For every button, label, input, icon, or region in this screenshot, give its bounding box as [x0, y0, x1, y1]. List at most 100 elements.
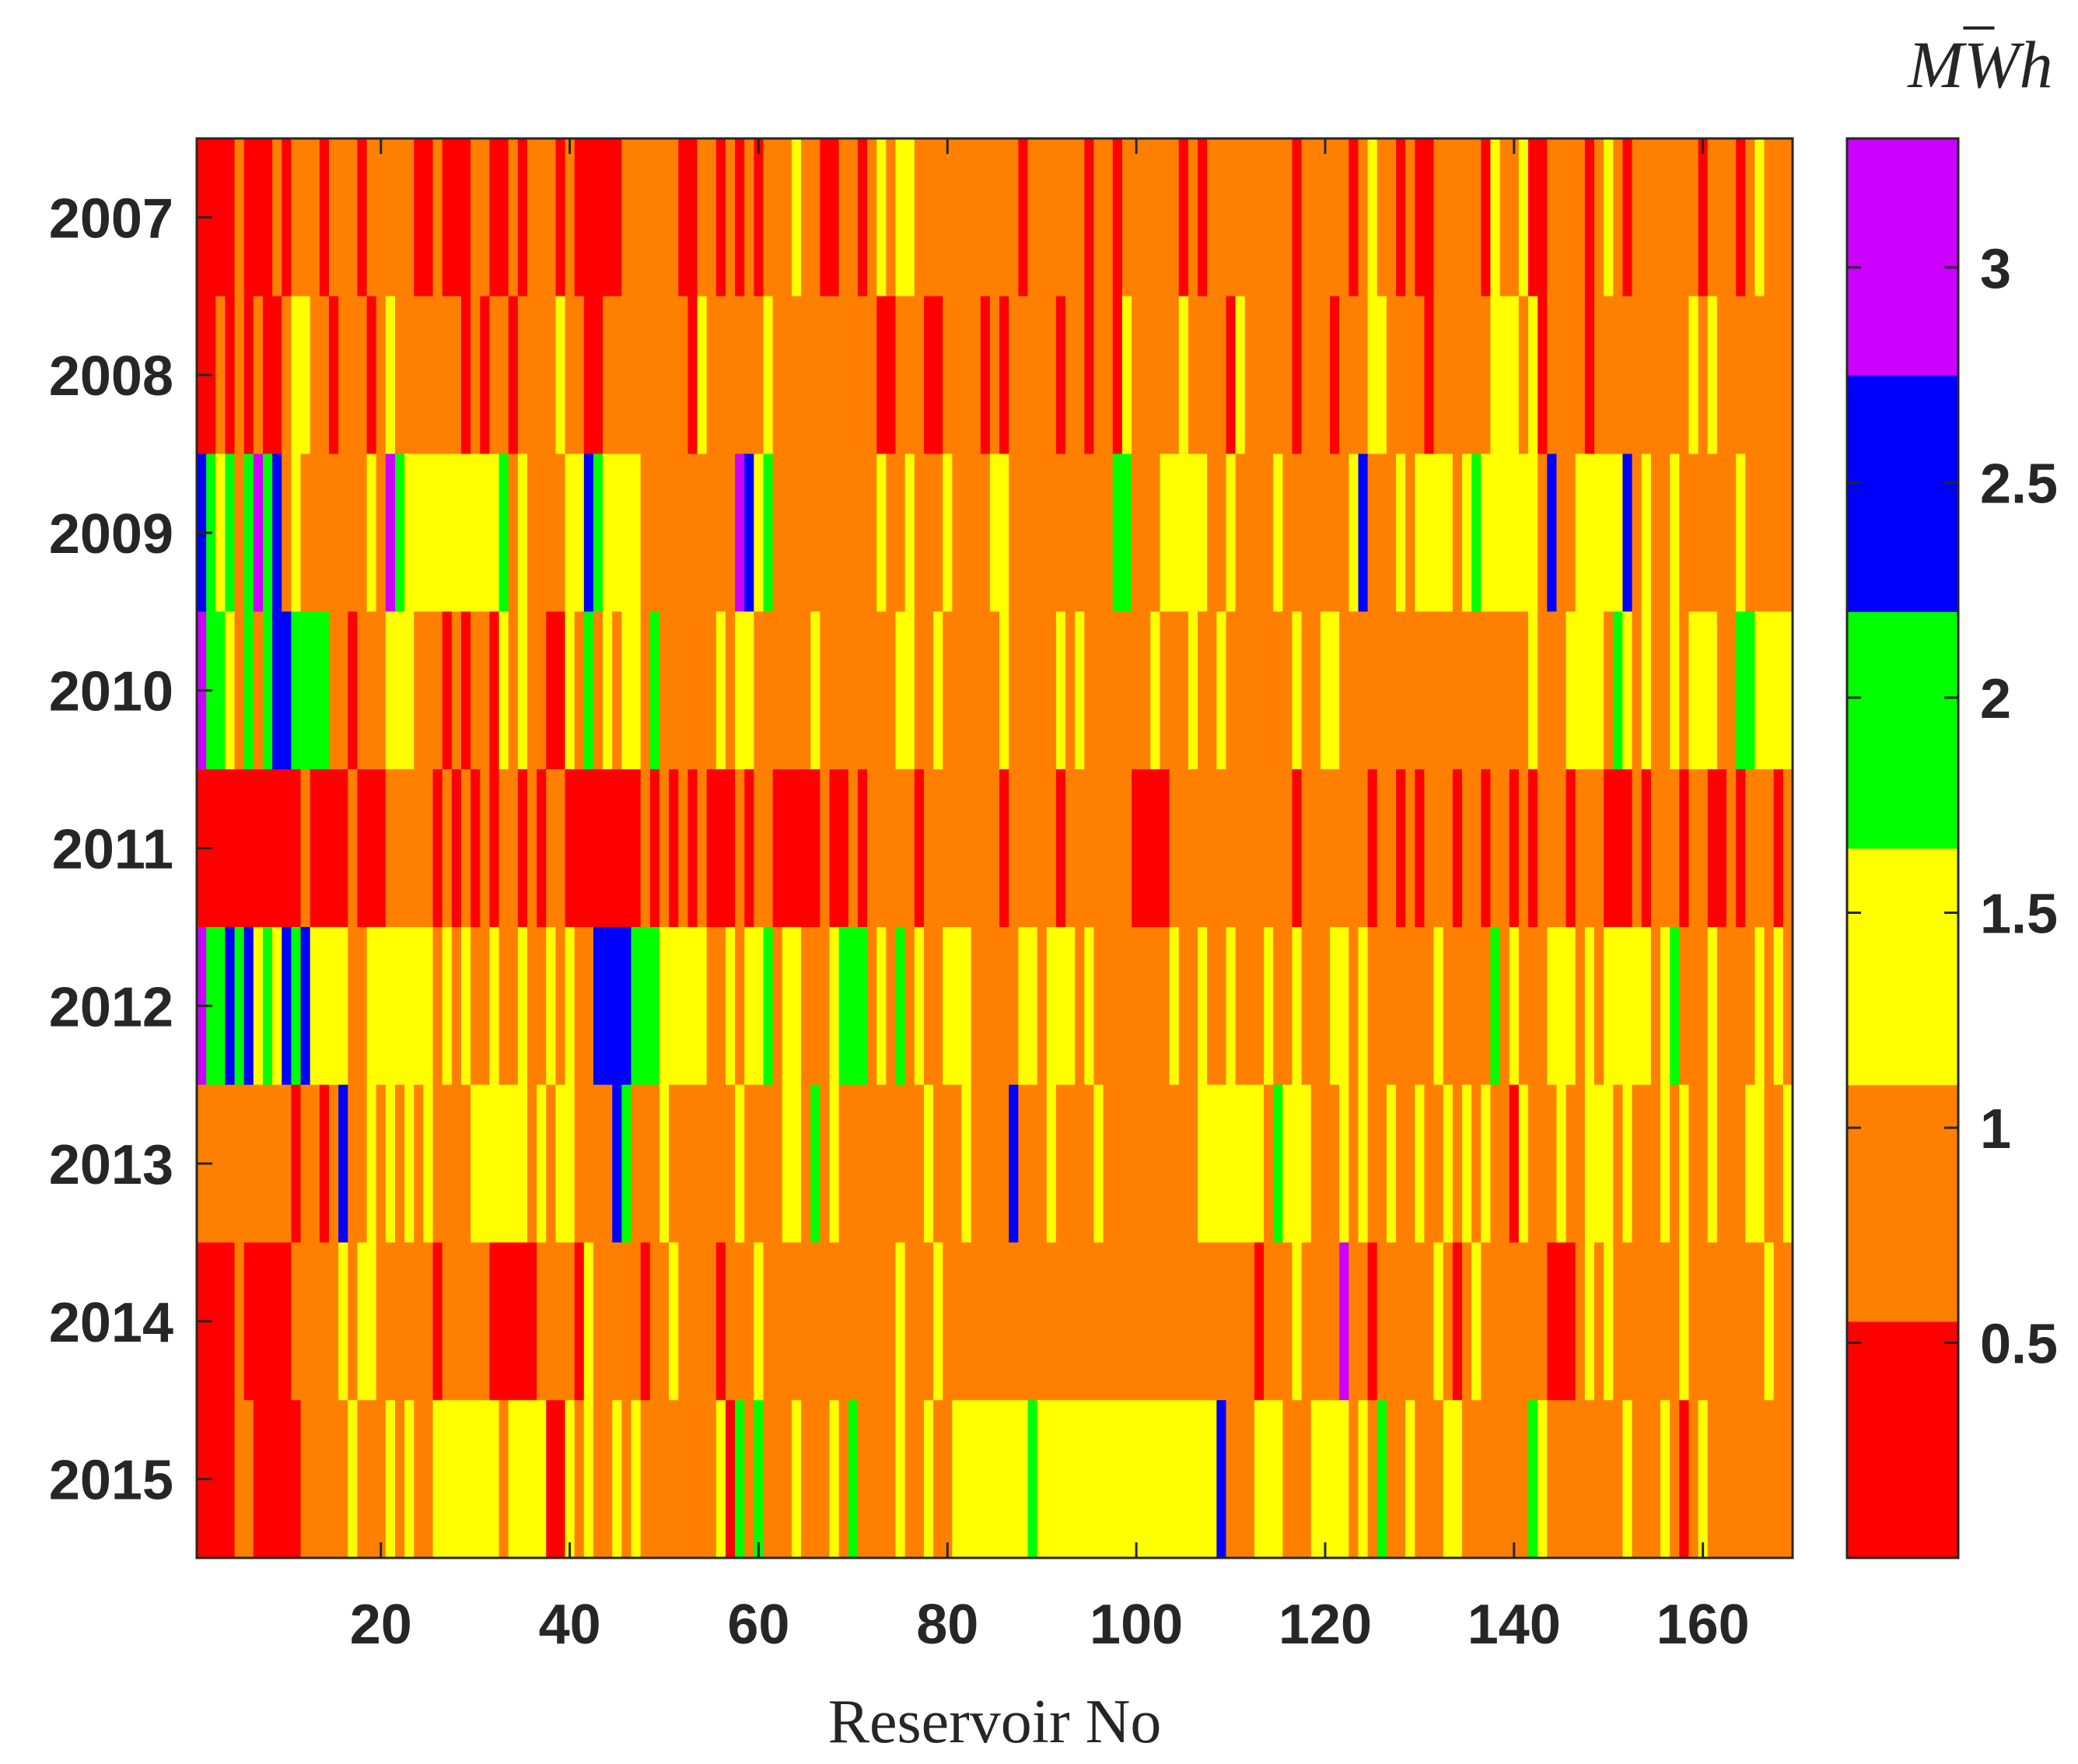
heatmap-cell [1471, 453, 1482, 612]
heatmap-cell [366, 138, 415, 297]
heatmap-cell [1518, 769, 1529, 928]
heatmap-cell [555, 138, 566, 297]
x-tick-label: 120 [1279, 1594, 1372, 1656]
heatmap-cell [772, 926, 783, 1086]
heatmap-cell [1301, 138, 1349, 297]
heatmap-cell [715, 1400, 726, 1559]
heatmap-cell [471, 611, 490, 770]
heatmap-cell [1273, 926, 1293, 1086]
heatmap-cell [234, 296, 245, 455]
heatmap-cell [1415, 138, 1435, 297]
heatmap-cell [1604, 611, 1614, 770]
heatmap-cell [526, 769, 537, 928]
heatmap-cell [1424, 296, 1435, 455]
heatmap-cell [451, 769, 462, 928]
heatmap-cell [1452, 1242, 1463, 1401]
heatmap-cell [1198, 926, 1208, 1086]
heatmap-cell [1121, 138, 1180, 297]
heatmap-cell [1490, 1084, 1510, 1244]
heatmap-cell [1226, 1400, 1255, 1559]
heatmap-cell [1396, 138, 1406, 297]
colorbar-bin [1847, 848, 1958, 1086]
heatmap-cell [1594, 926, 1604, 1086]
heatmap-cell [1433, 926, 1444, 1086]
heatmap-cell [961, 1084, 972, 1244]
heatmap-cell [1716, 611, 1737, 770]
heatmap-cell [1358, 1400, 1369, 1559]
heatmap-cell [697, 296, 708, 455]
heatmap-cell [574, 1242, 585, 1401]
heatmap-cell [612, 1400, 622, 1559]
heatmap-cell [678, 769, 688, 928]
heatmap-cell [1594, 296, 1690, 455]
heatmap-cell [1499, 926, 1510, 1086]
heatmap-cell [593, 611, 603, 770]
heatmap-cell [357, 138, 368, 297]
heatmap-cell [763, 926, 774, 1086]
heatmap-cell [348, 769, 359, 928]
heatmap-cell [640, 611, 651, 770]
heatmap-cell [253, 611, 264, 770]
heatmap-cell [1367, 1084, 1387, 1244]
heatmap-cell [432, 769, 443, 928]
heatmap-cell [471, 296, 481, 455]
heatmap-cell [1367, 453, 1397, 612]
heatmap-cell [517, 296, 556, 455]
heatmap-cell [1273, 453, 1283, 612]
heatmap-cell [1538, 769, 1567, 928]
heatmap-cell [1055, 769, 1066, 928]
heatmap-cell [1764, 1242, 1775, 1401]
heatmap-cell [744, 138, 754, 297]
heatmap-cell [1339, 1242, 1349, 1401]
heatmap-cell [1528, 611, 1538, 770]
heatmap-cell [253, 296, 264, 455]
heatmap-cell [829, 1084, 840, 1244]
colorbar-tick-label: 2 [1980, 668, 2011, 730]
heatmap-cell [791, 1400, 802, 1559]
heatmap-cell [914, 926, 925, 1086]
y-tick-label: 2012 [49, 976, 173, 1038]
heatmap-cell [546, 1400, 566, 1559]
heatmap-cell [999, 769, 1009, 928]
heatmap-cell [1688, 296, 1699, 455]
heatmap-cell [1716, 926, 1756, 1086]
heatmap-cell [1443, 1084, 1454, 1244]
colorbar-tick-label: 2.5 [1980, 453, 2058, 515]
heatmap-cell [1707, 296, 1718, 455]
heatmap-cell [366, 1084, 377, 1244]
heatmap-cell [1386, 1400, 1406, 1559]
heatmap-cell [1349, 1242, 1369, 1401]
heatmap-cell [1641, 453, 1652, 612]
heatmap-cell [300, 769, 311, 928]
heatmap-cell [943, 453, 953, 612]
heatmap-cell [1490, 138, 1501, 297]
heatmap-cell [754, 453, 764, 612]
heatmap-cell [234, 1400, 254, 1559]
heatmap-cell [1282, 1400, 1312, 1559]
heatmap-cell [272, 138, 282, 297]
heatmap-cell [923, 296, 943, 455]
heatmap-cell [1632, 453, 1642, 612]
x-tick-label: 100 [1090, 1594, 1183, 1656]
heatmap-cell [1688, 611, 1718, 770]
heatmap-cell [1632, 769, 1642, 928]
heatmap-cell [1367, 138, 1378, 297]
heatmap-cell [565, 926, 575, 1086]
heatmap-cell [414, 138, 434, 297]
heatmap-cell [432, 138, 443, 297]
heatmap-cell [423, 1084, 434, 1244]
heatmap-cell [243, 611, 254, 770]
heatmap-cell [763, 453, 774, 612]
heatmap-cell [1075, 611, 1085, 770]
heatmap-cell [669, 1242, 679, 1401]
heatmap-cell [1490, 296, 1520, 455]
heatmap-cell [1584, 296, 1595, 455]
heatmap-cell [1632, 138, 1699, 297]
heatmap-cell [366, 453, 377, 612]
heatmap-cell [876, 926, 887, 1086]
heatmap-cell [1745, 769, 1775, 928]
heatmap-cell [631, 1084, 660, 1244]
heatmap-cell [754, 769, 774, 928]
heatmap-cell [593, 453, 603, 612]
heatmap-cell [763, 296, 774, 455]
